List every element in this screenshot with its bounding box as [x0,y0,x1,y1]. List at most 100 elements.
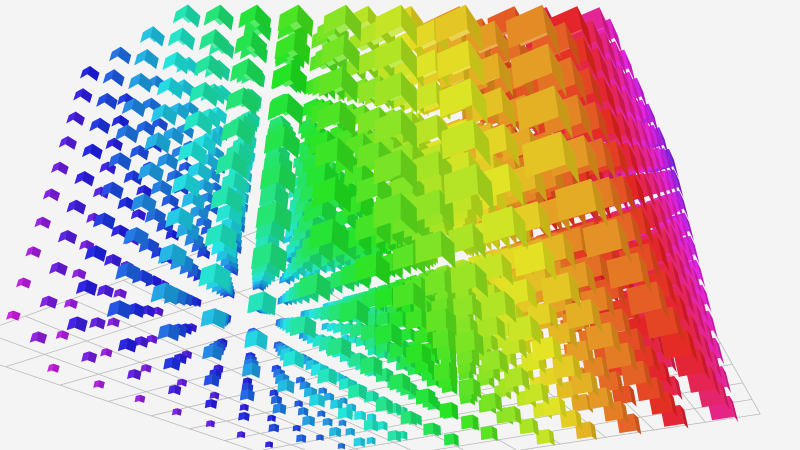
cube-face [641,99,653,133]
cube-face [594,101,611,147]
cube-face [112,317,120,328]
cube-face [108,152,121,168]
cube-face [314,137,338,168]
cube-face [184,173,201,198]
cube-face [202,134,216,155]
data-cube [458,378,482,399]
cube-face [209,391,215,399]
cube-face [432,328,449,349]
cube-face [445,307,457,336]
data-cube [309,393,326,408]
data-cube [225,87,259,116]
cube-face [603,76,618,119]
data-cube [89,117,111,135]
cube-face [426,307,447,333]
data-cube [317,368,338,386]
cube-face [210,399,218,409]
cube-face [540,272,572,305]
cube-face [211,169,221,184]
cube-face [471,294,483,322]
cube-face [125,262,141,282]
cube-face [171,127,184,146]
data-cube [316,434,324,441]
cube-face [204,399,212,409]
data-cube [309,218,349,255]
cube-face [230,58,249,82]
cube-face [143,120,156,137]
cube-face [185,350,193,360]
cube-face [145,364,152,373]
cube-face [645,145,658,180]
data-cube [113,288,127,299]
cube-face [349,322,362,339]
cube-face [629,71,641,107]
cube-face [200,225,209,236]
cube-face [75,279,87,294]
cube-face [679,190,689,219]
cube-face [345,4,362,42]
cube-face [138,73,153,93]
data-cube [503,367,530,391]
cube-face [92,186,102,198]
cube-face [448,361,458,384]
cube-face [73,111,85,126]
cube-face [244,330,258,349]
cube-face [321,322,328,331]
data-cube [75,279,98,296]
cube-face [572,355,583,382]
cube-face [642,360,653,389]
data-cube [289,315,317,339]
cube-face [233,172,248,195]
cube-face [35,331,48,344]
cube-face [168,384,176,395]
cube-face [448,223,474,254]
grid-line [0,337,306,450]
cube-face [662,361,672,387]
cube-face [104,93,118,110]
cube-face [401,37,418,79]
cube-face [330,399,338,410]
cube-face [656,281,670,320]
cube-face [105,137,115,150]
data-cube [16,277,32,289]
cube-face [111,254,122,268]
cube-face [682,246,693,277]
cube-face [481,206,515,244]
cube-face [410,410,417,426]
data-cube [415,388,436,407]
cube-face [401,4,418,47]
cube-face [371,437,376,445]
cube-face [116,300,132,320]
data-cube [234,30,267,60]
data-cube [481,206,528,250]
data-cube [128,73,153,93]
data-cube [272,403,287,415]
cube-face [139,336,149,348]
cube-face [567,272,582,309]
cube-face [244,403,249,412]
cube-face [73,88,83,101]
data-cube [188,82,219,107]
cube-face [192,191,206,211]
cube-face [289,315,306,337]
cube-face [142,184,152,198]
cube-face [598,371,619,393]
cube-face [113,288,121,298]
data-cube [194,54,224,81]
cube-face [65,136,77,150]
cube-face [268,423,275,432]
cube-face [277,379,288,393]
cube-face [117,338,128,352]
cube-face [311,176,336,208]
data-cube [455,329,485,357]
data-cube [531,336,563,365]
data-cube [400,410,417,426]
data-cube [136,184,152,198]
cube-face [150,282,166,303]
data-cube [375,4,418,47]
cube-face [686,329,699,363]
cube-face [166,169,176,183]
data-cube [96,93,118,110]
